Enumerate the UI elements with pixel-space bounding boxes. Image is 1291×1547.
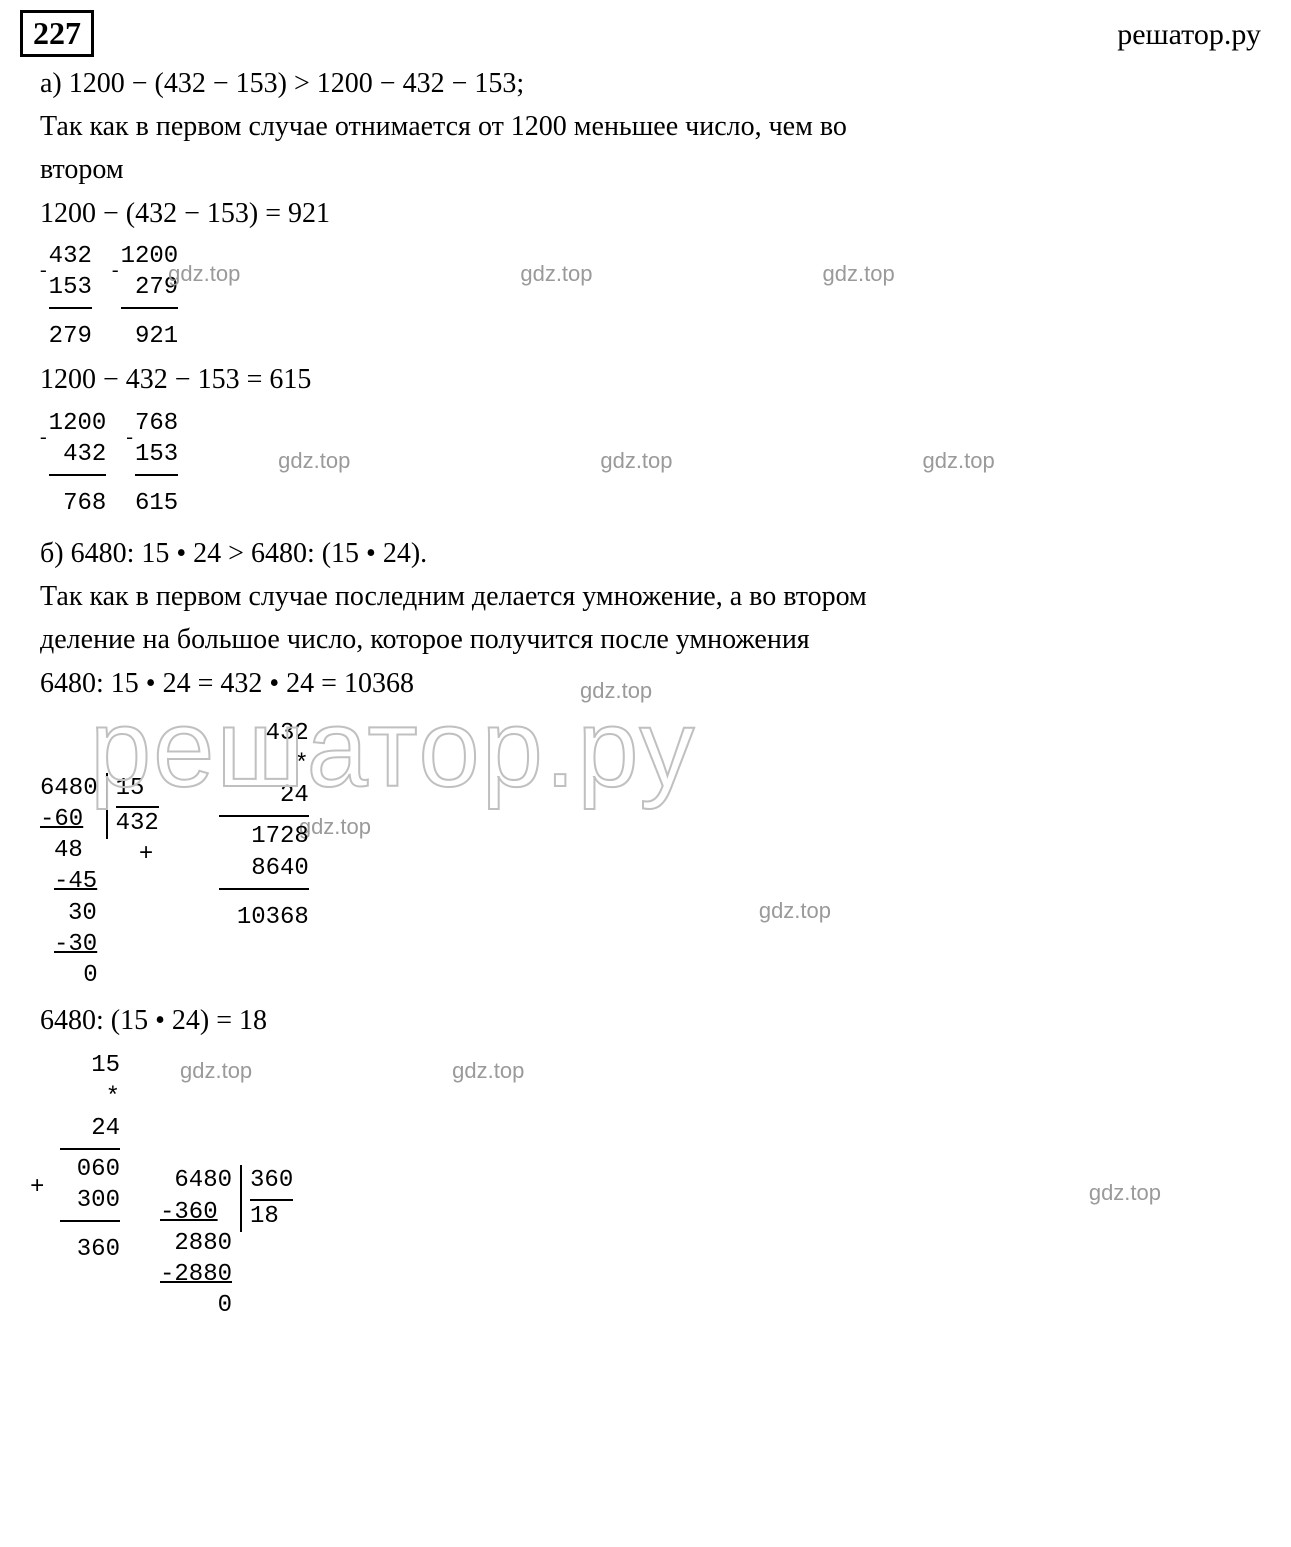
sub3-bot: 432 [49, 439, 107, 470]
multiplication-2: 15 * 24 + 060 300 360 [60, 1050, 120, 1265]
sub4-bot: 153 [135, 439, 178, 470]
div2-s2: -2880 [160, 1259, 232, 1290]
part-b-eq2: 6480: (15 • 24) = 18 [40, 1001, 1261, 1040]
watermark-text: gdz.top [452, 1058, 524, 1084]
part-a-eq1: 1200 − (432 − 153) = 921 [40, 194, 1261, 233]
calc-row-1: - 432 153 279 - 1200 279 921 gdz.top gdz… [40, 241, 1261, 353]
part-a-explain-2: втором [40, 150, 1261, 189]
calc-row-4: 15 * 24 + 060 300 360 gdz.top gdz.top 64… [40, 1050, 1261, 1265]
hline [135, 474, 178, 476]
div2-r1: 2880 [160, 1228, 232, 1259]
problem-number: 227 [20, 10, 94, 57]
hline [49, 474, 107, 476]
div1-s2: -45 [40, 866, 98, 897]
sub3-top: 1200 [49, 408, 107, 439]
watermark-text: gdz.top [299, 813, 371, 842]
watermark-text: gdz.top [823, 261, 895, 287]
content: а) 1200 − (432 − 153) > 1200 − 432 − 153… [40, 60, 1261, 1273]
mult1-top: 432 [219, 718, 309, 749]
sub-calc-3: 1200 432 768 [49, 408, 107, 520]
sub-calc-2: 1200 279 921 [121, 241, 179, 353]
watermark-text: gdz.top [580, 676, 652, 707]
hline [60, 1148, 120, 1150]
mult1-bot: 24 [219, 780, 309, 811]
watermark-text: gdz.top [520, 261, 592, 287]
calc-row-2: - 1200 432 768 - 768 153 615 gdz.top gdz… [40, 408, 1261, 520]
multiplication-1: 432 * 24 gdz.top + 1728 8640 10368 [219, 718, 309, 933]
minus-sign: - [40, 259, 47, 282]
sub1-bot: 153 [49, 272, 92, 303]
part-b-eq1-row: 6480: 15 • 24 = 432 • 24 = 10368 gdz.top [40, 664, 1261, 703]
sub1-res: 279 [49, 321, 92, 352]
hline [219, 815, 309, 817]
division-1: 6480 -60 48 -45 30 -30 0 15 432 [40, 773, 159, 991]
watermark-text: gdz.top [278, 448, 350, 474]
part-b-explain-2: деление на большое число, которое получи… [40, 620, 1261, 659]
sub3-res: 768 [49, 488, 107, 519]
division-2: 6480 -360 2880 -2880 0 360 18 [160, 1165, 293, 1321]
mult2-p1: 060 [60, 1154, 120, 1185]
part-b: б) 6480: 15 • 24 > 6480: (15 • 24). Так … [40, 534, 1261, 1265]
mult1-res: 10368 [219, 902, 309, 933]
calc-row-3: 6480 -60 48 -45 30 -30 0 15 432 432 [40, 718, 1261, 991]
mult2-res: 360 [60, 1234, 120, 1265]
part-b-inequality: б) 6480: 15 • 24 > 6480: (15 • 24). [40, 534, 1261, 573]
div2-divisor: 360 [250, 1165, 293, 1200]
site-label: решатор.ру [1117, 18, 1261, 52]
div1-r2: 30 [40, 898, 98, 929]
watermark-text: gdz.top [759, 898, 831, 924]
watermark-text: gdz.top [180, 1058, 252, 1084]
mult2-top: 15 [60, 1050, 120, 1081]
div2-quotient: 18 [250, 1201, 293, 1232]
div1-quotient: 432 [116, 808, 159, 839]
minus-sign: - [126, 426, 133, 449]
div1-r3: 0 [40, 960, 98, 991]
hline [121, 307, 179, 309]
div1-r1: 48 [40, 835, 98, 866]
minus-sign: - [112, 259, 119, 282]
sub4-top: 768 [135, 408, 178, 439]
sub1-top: 432 [49, 241, 92, 272]
div1-dividend: 6480 [40, 773, 98, 804]
minus-sign: - [40, 426, 47, 449]
div1-s3: -30 [40, 929, 98, 960]
div2-r2: 0 [160, 1290, 232, 1321]
div2-s1: -360 [160, 1197, 232, 1228]
sub4-res: 615 [135, 488, 178, 519]
mult1-sign: * [219, 749, 309, 780]
mult2-sign: * [60, 1082, 120, 1113]
plus-sign: + [30, 1172, 44, 1203]
plus-sign: + [139, 839, 153, 870]
sub-calc-1: 432 153 279 [49, 241, 92, 353]
hline [49, 307, 92, 309]
mult1-p1: 1728 [219, 821, 309, 852]
watermark-text: gdz.top [600, 448, 672, 474]
part-b-explain-1: Так как в первом случае последним делает… [40, 577, 1261, 616]
watermark-text: gdz.top [923, 448, 995, 474]
part-a-eq2: 1200 − 432 − 153 = 615 [40, 360, 1261, 399]
watermark-text: gdz.top [168, 261, 240, 287]
hline [60, 1220, 120, 1222]
part-a-inequality: а) 1200 − (432 − 153) > 1200 − 432 − 153… [40, 64, 1261, 103]
mult2-bot: 24 [60, 1113, 120, 1144]
mult1-p2: 8640 [219, 853, 309, 884]
div1-divisor: 15 [116, 773, 159, 808]
div1-s1: -60 [40, 804, 98, 835]
hline [219, 888, 309, 890]
sub-calc-4: 768 153 615 [135, 408, 178, 520]
part-a-explain-1: Так как в первом случае отнимается от 12… [40, 107, 1261, 146]
part-b-eq1: 6480: 15 • 24 = 432 • 24 = 10368 [40, 668, 414, 699]
mult2-p2: 300 [60, 1185, 120, 1216]
div2-dividend: 6480 [160, 1165, 232, 1196]
sub2-res: 921 [121, 321, 179, 352]
watermark-text: gdz.top [1089, 1180, 1161, 1206]
